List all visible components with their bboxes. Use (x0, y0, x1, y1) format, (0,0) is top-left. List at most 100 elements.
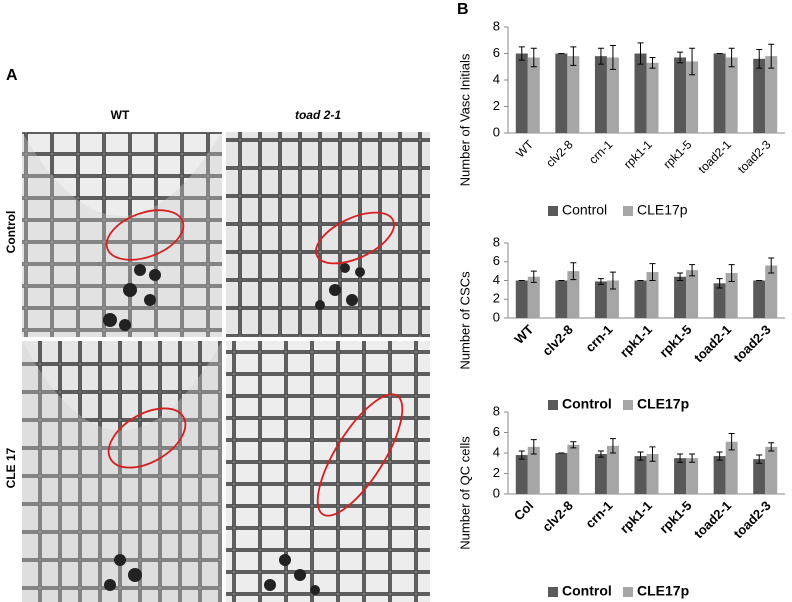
bar (725, 273, 738, 318)
column-label: WT (111, 108, 130, 122)
legend-swatch (548, 400, 558, 410)
bar (555, 53, 568, 133)
error-bar (570, 262, 577, 281)
bar (674, 276, 687, 318)
legend-label: CLE17p (637, 202, 688, 218)
micrograph (226, 132, 430, 337)
legend-label: Control (562, 396, 612, 412)
error-bar (649, 263, 656, 281)
x-tick-label: clv2-8 (539, 322, 576, 359)
error-bar (756, 49, 763, 69)
error-bar (716, 278, 723, 289)
micrograph (226, 341, 430, 602)
error-bar (689, 47, 696, 76)
bar (555, 280, 568, 318)
bar (725, 441, 738, 494)
error-bar (677, 272, 684, 281)
error-bar (677, 453, 684, 463)
x-tick-label: rpk1-5 (656, 498, 694, 536)
bar (646, 454, 659, 494)
y-tick-label: 0 (493, 309, 500, 324)
error-bar (518, 46, 525, 61)
bar (646, 272, 659, 318)
bar (634, 456, 647, 494)
error-bar (597, 47, 604, 65)
bar (686, 458, 699, 494)
bar (674, 458, 687, 494)
error-bar (689, 453, 696, 463)
legend-swatch (548, 587, 558, 597)
bar (713, 456, 726, 494)
error-bar (530, 439, 537, 455)
error-bar (609, 45, 616, 70)
x-tick-label: crn-1 (586, 137, 615, 166)
bar (753, 280, 766, 318)
x-tick-label: Col (511, 498, 536, 523)
error-bar (728, 264, 735, 282)
bar (634, 280, 647, 318)
bar (713, 283, 726, 318)
bar (765, 265, 778, 318)
y-tick-label: 0 (493, 485, 500, 500)
bar (606, 445, 619, 494)
y-tick-label: 6 (493, 424, 500, 439)
error-bar (768, 442, 775, 452)
x-tick-label: toad2-1 (691, 498, 734, 541)
bar (686, 61, 699, 134)
x-tick-label: rpk1-1 (621, 137, 655, 171)
bar (674, 57, 687, 133)
bar (594, 454, 607, 494)
x-tick-label: clv2-8 (539, 498, 576, 535)
x-tick-label: rpk1-1 (617, 322, 655, 360)
error-bar (570, 46, 577, 66)
error-bar (728, 433, 735, 451)
y-tick-label: 2 (493, 98, 500, 113)
bar (713, 53, 726, 133)
bar (515, 455, 528, 494)
bar (594, 281, 607, 318)
bar (606, 280, 619, 318)
bar (765, 446, 778, 494)
micrograph (22, 132, 222, 337)
y-tick-label: 8 (493, 403, 500, 418)
bar (527, 57, 540, 133)
bar (567, 444, 580, 494)
error-bar (570, 441, 577, 449)
bar (606, 57, 619, 133)
y-tick-label: 8 (493, 234, 500, 249)
bar (753, 459, 766, 494)
x-tick-label: rpk1-5 (656, 322, 694, 360)
bar (567, 56, 580, 133)
y-tick-label: 8 (493, 18, 500, 33)
panel-label: A (6, 67, 18, 84)
legend-swatch (548, 206, 558, 216)
legend-label: Control (562, 202, 607, 218)
y-tick-label: 6 (493, 253, 500, 268)
x-tick-label: toad2-3 (735, 137, 774, 176)
error-bar (530, 47, 537, 68)
error-bar (649, 446, 656, 462)
legend-label: CLE17p (637, 396, 689, 412)
x-tick-label: clv2-8 (543, 137, 576, 170)
legend-label: Control (562, 583, 612, 599)
x-tick-label: toad2-1 (691, 322, 734, 365)
error-bar (756, 454, 763, 464)
bar (527, 276, 540, 318)
error-bar (597, 450, 604, 458)
legend-swatch (623, 206, 633, 216)
bar (594, 56, 607, 133)
y-tick-label: 2 (493, 291, 500, 306)
legend-label: CLE17p (637, 583, 689, 599)
x-tick-label: crn-1 (582, 322, 615, 355)
x-tick-label: WT (513, 137, 537, 161)
error-bar (518, 450, 525, 460)
x-tick-label: toad2-1 (695, 137, 734, 176)
error-bar (530, 270, 537, 283)
y-tick-label: 6 (493, 45, 500, 60)
row-label: Control (4, 211, 18, 254)
panel-label: B (457, 1, 469, 18)
bar (515, 280, 528, 318)
y-tick-label: 4 (493, 71, 500, 86)
bar (646, 62, 659, 133)
y-axis-title: Number of Vasc Initials (457, 53, 472, 186)
